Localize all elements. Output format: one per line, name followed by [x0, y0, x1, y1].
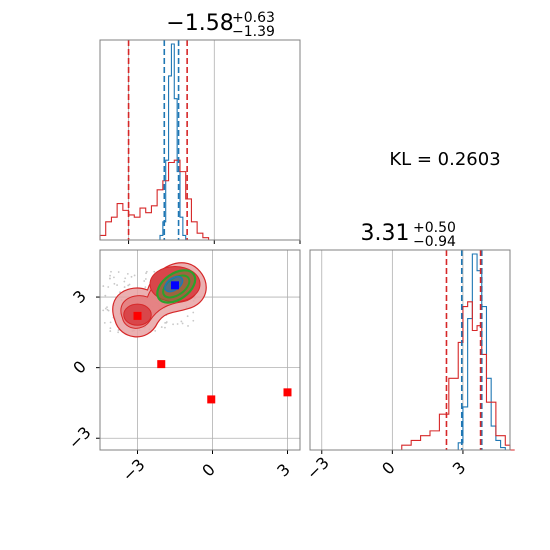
sample-point	[104, 294, 107, 297]
sample-point	[123, 286, 126, 288]
sample-point	[165, 321, 168, 323]
sample-point	[186, 315, 189, 318]
scatter-ytick-label-2: 3	[69, 286, 90, 307]
hist-title-sup-param-1: +0.63	[232, 10, 275, 26]
sample-point	[145, 272, 147, 275]
sample-point	[102, 309, 105, 312]
sample-point	[192, 319, 195, 322]
sample-point	[143, 280, 146, 282]
sample-point	[126, 272, 129, 275]
kl-annotation: KL = 0.2603	[389, 149, 500, 170]
sample-point	[119, 291, 121, 294]
scatter-ytick-label-1: 0	[69, 357, 90, 378]
hist-title-param-1: −1.58	[166, 11, 233, 36]
sample-point	[109, 274, 111, 277]
sample-point	[109, 321, 112, 324]
sample-point	[117, 271, 120, 273]
hist1-series-blue	[157, 43, 189, 241]
sample-point	[107, 286, 110, 288]
red-marker-3	[283, 388, 292, 397]
sample-point	[180, 320, 183, 323]
sample-point	[110, 270, 112, 273]
sample-point	[144, 286, 147, 289]
scatter-xtick-label-1: 0	[198, 460, 219, 481]
sample-point	[117, 331, 120, 334]
hist-frame-param-2	[309, 249, 511, 451]
scatter-xtick-label-2: 3	[273, 460, 294, 481]
sample-point	[113, 276, 115, 279]
red-marker-1	[157, 360, 166, 369]
sample-point	[187, 325, 189, 327]
scatter-ytick-label-0: −3	[65, 423, 95, 453]
sample-point	[116, 284, 118, 286]
sample-point	[133, 274, 136, 277]
scatter-xtick-label-0: −3	[119, 455, 149, 485]
sample-point	[124, 277, 127, 280]
sample-point	[103, 322, 106, 324]
hist-panel-param-1: −1.58 +0.63 −1.39	[99, 10, 301, 244]
sample-point	[144, 278, 147, 280]
sample-point	[153, 270, 156, 273]
hist-title-sup-param-2: +0.50	[413, 220, 456, 236]
hist-panel-param-2: 3.31 +0.50 −0.94 −3 0 3	[303, 220, 515, 483]
blue-marker	[171, 281, 179, 290]
scatter-content	[102, 262, 292, 404]
sample-point	[154, 329, 157, 332]
sample-point	[117, 329, 120, 331]
sample-point	[172, 323, 174, 326]
hist2-xtick-label-0: −3	[303, 453, 333, 483]
sample-point	[108, 277, 111, 280]
sample-point	[113, 282, 116, 285]
sample-point	[109, 330, 112, 332]
sample-point	[123, 280, 126, 283]
hist2-xtick-label-2: 3	[449, 458, 470, 479]
red-marker-2	[207, 395, 216, 404]
sample-point	[192, 311, 195, 314]
hist-frame-param-1	[99, 39, 301, 241]
sample-point	[130, 275, 133, 278]
red-marker-0	[133, 311, 142, 320]
sample-point	[176, 323, 179, 325]
sample-point	[164, 326, 166, 329]
sample-point	[145, 270, 148, 273]
hist2-series-red	[401, 301, 515, 451]
sample-point	[127, 284, 130, 287]
sample-point	[102, 285, 105, 287]
sample-point	[106, 306, 108, 309]
sample-point	[181, 322, 184, 325]
hist-title-param-2: 3.31	[361, 221, 410, 246]
sample-point	[128, 283, 131, 286]
sample-point	[106, 308, 109, 311]
scatter-panel: −3 0 3 −3 0 3	[65, 249, 301, 485]
scatter-frame	[99, 249, 301, 451]
hist2-xtick-label-1: 0	[378, 458, 399, 479]
sample-point	[109, 327, 112, 330]
sample-point	[164, 322, 166, 324]
sample-point	[160, 326, 163, 328]
hist-title-sub-param-1: −1.39	[232, 24, 275, 40]
sample-point	[104, 307, 107, 310]
hist1-series-red	[99, 159, 215, 241]
hist-title-sub-param-2: −0.94	[413, 234, 456, 250]
